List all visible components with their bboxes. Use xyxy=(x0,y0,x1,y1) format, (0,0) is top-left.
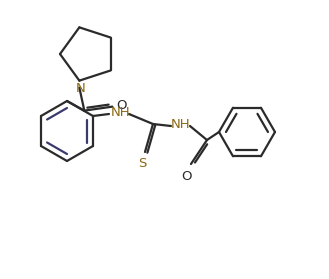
Text: S: S xyxy=(138,157,146,170)
Text: NH: NH xyxy=(171,119,190,131)
Text: NH: NH xyxy=(111,107,131,119)
Text: N: N xyxy=(75,82,85,95)
Text: O: O xyxy=(182,170,192,183)
Text: O: O xyxy=(116,99,127,112)
